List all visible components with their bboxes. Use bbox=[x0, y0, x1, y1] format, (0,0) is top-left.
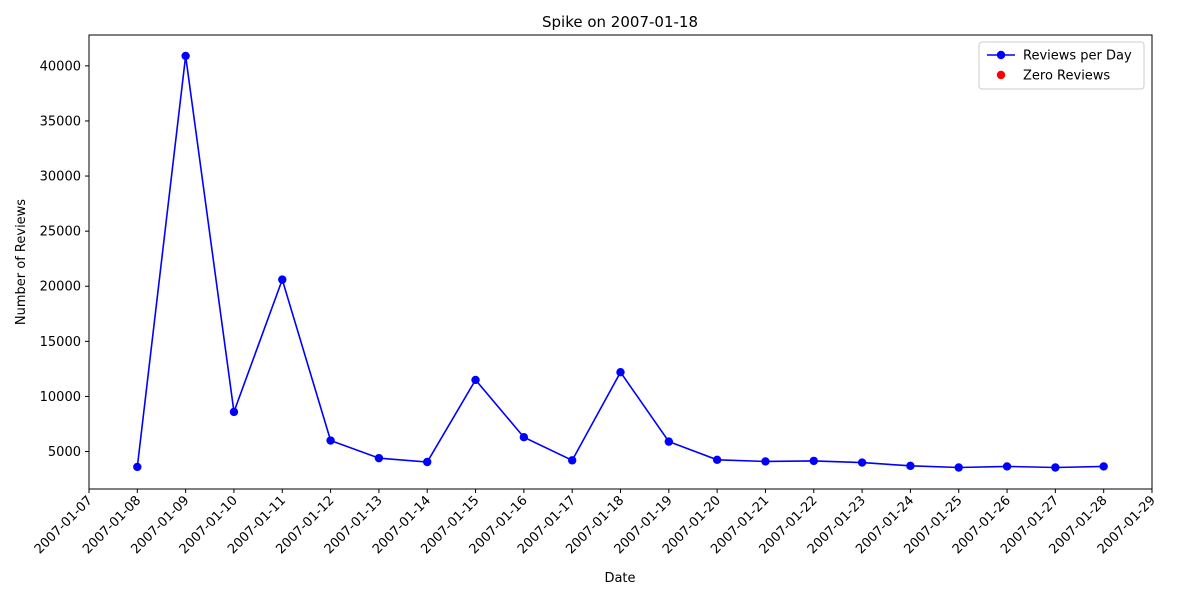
y-tick-label: 5000 bbox=[48, 445, 81, 460]
y-tick-label: 40000 bbox=[40, 59, 81, 74]
data-point bbox=[374, 453, 384, 463]
legend-marker bbox=[996, 50, 1006, 60]
data-point bbox=[761, 457, 770, 466]
y-tick-label: 35000 bbox=[40, 114, 81, 129]
legend-label: Zero Reviews bbox=[1023, 69, 1110, 84]
data-point bbox=[1002, 462, 1012, 471]
legend-label: Reviews per Day bbox=[1023, 49, 1132, 64]
data-point bbox=[471, 375, 480, 385]
data-point bbox=[278, 275, 287, 284]
data-point bbox=[567, 456, 577, 465]
data-point bbox=[616, 367, 625, 377]
data-point bbox=[1099, 462, 1108, 471]
data-point bbox=[229, 407, 239, 417]
x-axis-label: Date bbox=[604, 571, 635, 586]
data-point bbox=[857, 458, 867, 467]
data-point bbox=[326, 436, 335, 445]
legend-frame bbox=[978, 41, 1145, 90]
y-tick-label: 20000 bbox=[40, 280, 81, 295]
y-tick-label: 30000 bbox=[40, 170, 81, 185]
data-point bbox=[712, 455, 722, 464]
y-tick-label: 15000 bbox=[40, 335, 81, 350]
data-point bbox=[1051, 463, 1060, 472]
data-point bbox=[133, 462, 142, 472]
y-tick-label: 10000 bbox=[40, 390, 81, 405]
chart-title: Spike on 2007-01-18 bbox=[542, 13, 698, 31]
data-point bbox=[954, 463, 963, 472]
y-axis-label: Number of Reviews bbox=[14, 199, 29, 325]
y-tick-label: 25000 bbox=[40, 225, 81, 240]
data-point bbox=[519, 433, 529, 442]
data-point bbox=[664, 437, 674, 446]
legend-marker bbox=[996, 70, 1006, 80]
data-point bbox=[181, 51, 190, 61]
data-point bbox=[906, 461, 915, 471]
legend: Reviews per Day Zero Reviews bbox=[978, 41, 1145, 90]
data-point bbox=[423, 457, 432, 467]
data-point bbox=[809, 456, 818, 466]
